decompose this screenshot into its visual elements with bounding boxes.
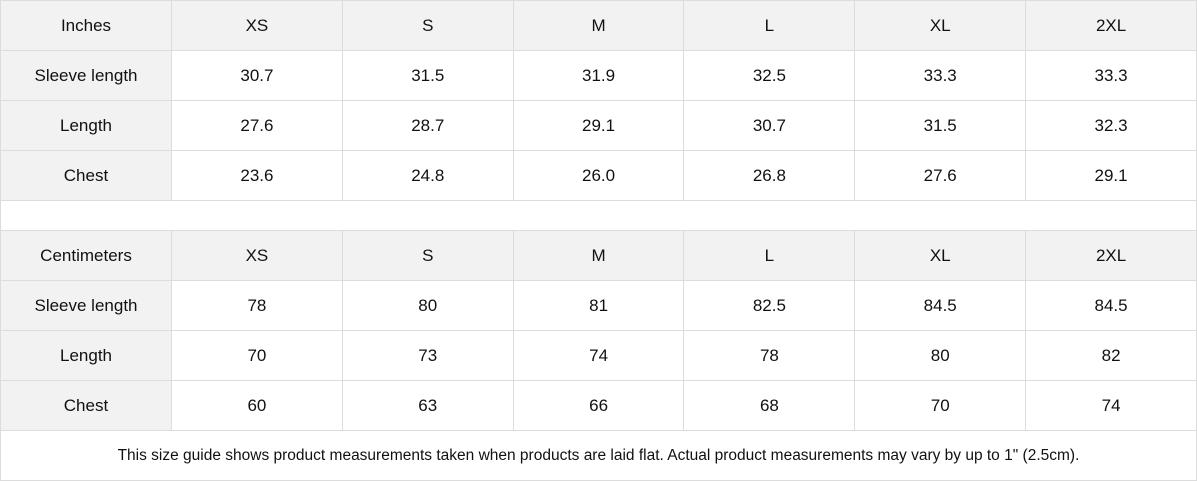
size-header: L	[683, 230, 856, 281]
table-row: Sleeve length 78 80 81 82.5 84.5 84.5	[0, 280, 1197, 331]
size-header: XS	[171, 0, 343, 51]
size-header: 2XL	[1025, 230, 1197, 281]
measurement-cell: 23.6	[171, 150, 343, 201]
measurement-cell: 32.3	[1025, 100, 1197, 151]
row-label: Sleeve length	[0, 280, 172, 331]
row-label: Length	[0, 330, 172, 381]
size-header: M	[512, 230, 685, 281]
row-label: Length	[0, 100, 172, 151]
measurement-cell: 29.1	[1025, 150, 1197, 201]
measurement-cell: 33.3	[1025, 50, 1197, 101]
measurement-cell: 81	[512, 280, 685, 331]
measurement-cell: 78	[171, 280, 343, 331]
measurement-cell: 73	[341, 330, 514, 381]
size-header: XL	[854, 0, 1027, 51]
measurement-cell: 70	[171, 330, 343, 381]
row-label: Chest	[0, 380, 172, 431]
measurement-cell: 29.1	[512, 100, 685, 151]
table-row: Chest 60 63 66 68 70 74	[0, 380, 1197, 431]
header-row: Centimeters XS S M L XL 2XL	[0, 230, 1197, 281]
measurement-cell: 31.5	[341, 50, 514, 101]
table-row: Chest 23.6 24.8 26.0 26.8 27.6 29.1	[0, 150, 1197, 201]
table-row: Length 27.6 28.7 29.1 30.7 31.5 32.3	[0, 100, 1197, 151]
size-header: XS	[171, 230, 343, 281]
measurement-cell: 74	[512, 330, 685, 381]
unit-header: Inches	[0, 0, 172, 51]
size-header: L	[683, 0, 856, 51]
measurement-cell: 31.9	[512, 50, 685, 101]
measurement-cell: 30.7	[171, 50, 343, 101]
size-note: This size guide shows product measuremen…	[0, 430, 1197, 481]
size-header: S	[341, 230, 514, 281]
measurement-cell: 63	[341, 380, 514, 431]
measurement-cell: 27.6	[854, 150, 1027, 201]
table-row: Sleeve length 30.7 31.5 31.9 32.5 33.3 33.3	[0, 50, 1197, 101]
unit-header: Centimeters	[0, 230, 172, 281]
note-row: This size guide shows product measuremen…	[0, 430, 1197, 481]
size-header: M	[512, 0, 685, 51]
spacer	[0, 200, 1197, 231]
size-header: S	[341, 0, 514, 51]
measurement-cell: 78	[683, 330, 856, 381]
row-label: Sleeve length	[0, 50, 172, 101]
measurement-cell: 33.3	[854, 50, 1027, 101]
measurement-cell: 26.8	[683, 150, 856, 201]
measurement-cell: 24.8	[341, 150, 514, 201]
measurement-cell: 70	[854, 380, 1027, 431]
measurement-cell: 80	[854, 330, 1027, 381]
size-header: XL	[854, 230, 1027, 281]
measurement-cell: 30.7	[683, 100, 856, 151]
measurement-cell: 80	[341, 280, 514, 331]
size-header: 2XL	[1025, 0, 1197, 51]
measurement-cell: 84.5	[1025, 280, 1197, 331]
measurement-cell: 68	[683, 380, 856, 431]
measurement-cell: 27.6	[171, 100, 343, 151]
measurement-cell: 32.5	[683, 50, 856, 101]
measurement-cell: 82	[1025, 330, 1197, 381]
measurement-cell: 82.5	[683, 280, 856, 331]
header-row: Inches XS S M L XL 2XL	[0, 0, 1197, 51]
measurement-cell: 84.5	[854, 280, 1027, 331]
spacer-row	[0, 200, 1197, 231]
row-label: Chest	[0, 150, 172, 201]
table-row: Length 70 73 74 78 80 82	[0, 330, 1197, 381]
measurement-cell: 60	[171, 380, 343, 431]
measurement-cell: 74	[1025, 380, 1197, 431]
measurement-cell: 31.5	[854, 100, 1027, 151]
measurement-cell: 26.0	[512, 150, 685, 201]
measurement-cell: 66	[512, 380, 685, 431]
measurement-cell: 28.7	[341, 100, 514, 151]
